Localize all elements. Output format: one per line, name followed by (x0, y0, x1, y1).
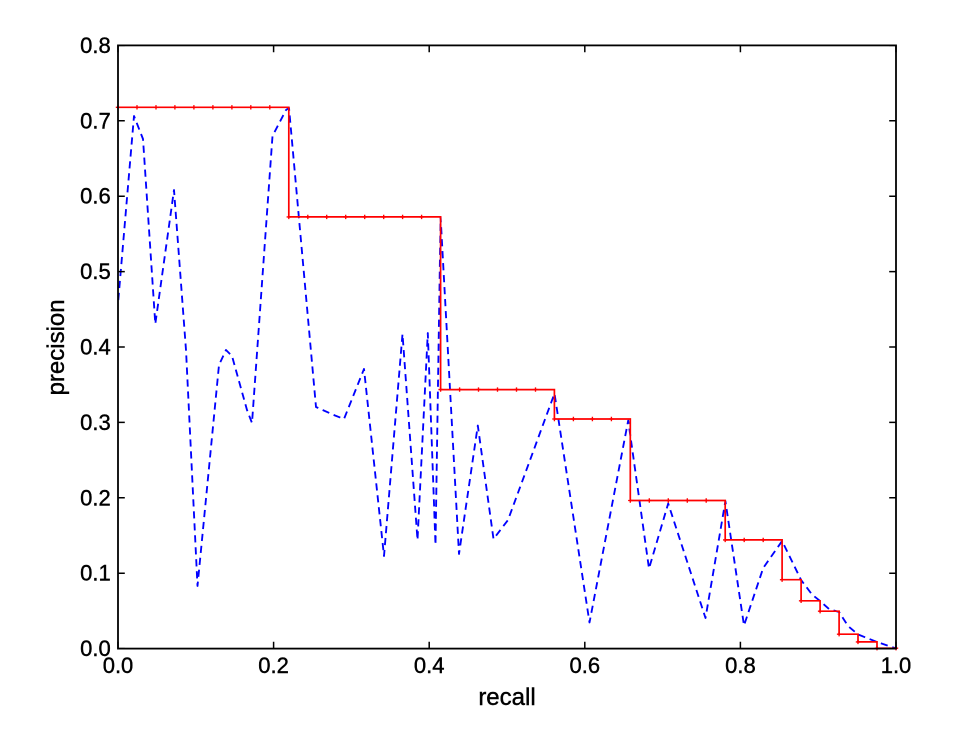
svg-text:precision: precision (43, 299, 70, 395)
svg-text:recall: recall (478, 684, 535, 711)
svg-text:0.0: 0.0 (103, 653, 134, 678)
svg-text:0.0: 0.0 (80, 636, 111, 661)
svg-text:0.7: 0.7 (80, 108, 111, 133)
svg-text:0.2: 0.2 (80, 485, 111, 510)
svg-text:0.1: 0.1 (80, 561, 111, 586)
svg-text:0.2: 0.2 (258, 653, 289, 678)
svg-text:0.6: 0.6 (80, 184, 111, 209)
svg-text:0.8: 0.8 (725, 653, 756, 678)
svg-text:0.5: 0.5 (80, 259, 111, 284)
svg-text:0.6: 0.6 (570, 653, 601, 678)
svg-text:0.8: 0.8 (80, 33, 111, 58)
svg-text:1.0: 1.0 (881, 653, 912, 678)
svg-text:0.4: 0.4 (414, 653, 445, 678)
svg-text:0.4: 0.4 (80, 335, 111, 360)
svg-text:0.3: 0.3 (80, 410, 111, 435)
